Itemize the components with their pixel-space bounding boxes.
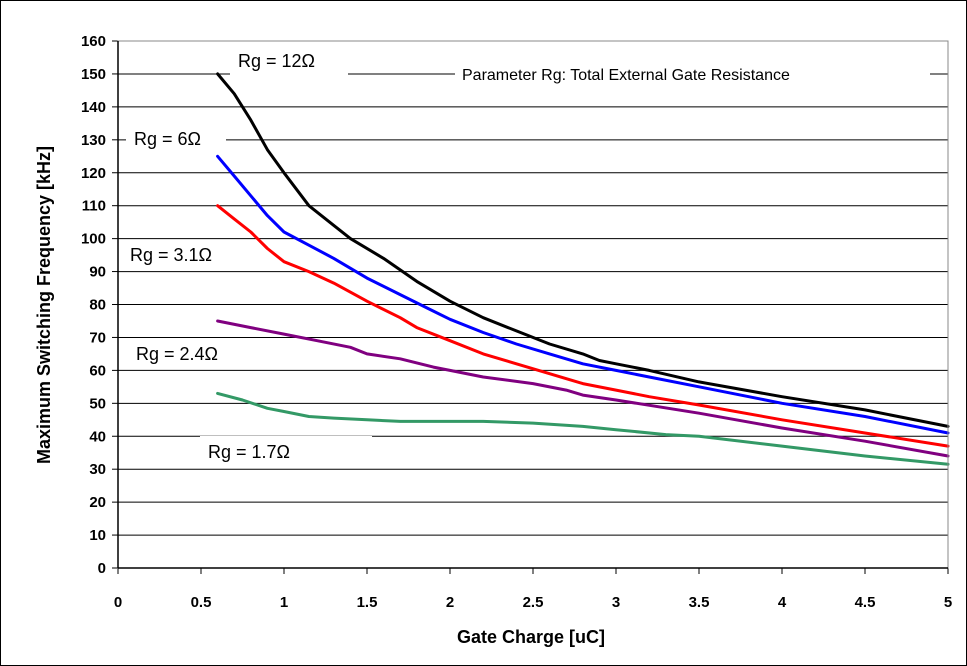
x-tick-label: 0.5 [191,594,212,611]
x-tick-label: 5 [944,594,952,611]
x-tick-label: 3.5 [689,594,710,611]
series-label-2: Rg = 3.1Ω [130,245,212,265]
y-tick-label: 50 [89,395,106,412]
y-tick-label: 40 [89,428,106,445]
series-label-4: Rg = 1.7Ω [208,442,290,462]
y-tick-label: 0 [98,560,106,577]
series-label-bg [126,125,226,153]
series-lines [216,72,950,466]
series-label-bg [128,339,258,369]
series-line-4 [216,391,950,466]
x-tick-label: 2.5 [523,594,544,611]
x-tick-label: 3 [612,594,620,611]
series-line-2 [216,204,950,448]
x-tick-label: 1.5 [357,594,378,611]
series-line-3 [216,319,950,458]
y-tick-label: 110 [82,198,106,215]
series-label-0: Rg = 12Ω [238,51,315,71]
y-tick-label: 20 [89,494,106,511]
series-label-1: Rg = 6Ω [134,129,201,149]
x-tick-label: 4.5 [855,594,876,611]
x-tick-label: 1 [280,594,288,611]
annotation-bg [455,61,930,87]
series-line-1 [216,154,950,435]
series-labels: Rg = 12Ω Rg = 6Ω Rg = 3.1Ω Rg = 2.4Ω Rg = 1.… [122,47,930,468]
x-tick-label: 0 [114,594,122,611]
y-axis-title: Maximum Switching Frequency [kHz] [34,146,54,464]
y-tick-label: 30 [89,461,106,478]
series-label-bg [122,240,252,270]
series-line-0 [216,72,950,428]
series-label-3: Rg = 2.4Ω [136,344,218,364]
y-tick-label: 100 [81,231,106,248]
parameter-annotation: Parameter Rg: Total External Gate Resist… [462,67,790,84]
y-tick-label: 120 [81,165,106,182]
x-tick-label: 2 [446,594,454,611]
series-label-bg [230,47,348,75]
y-tick-label: 60 [89,362,106,379]
axes [112,40,949,574]
gridlines [118,40,948,569]
y-tick-label: 10 [89,527,106,544]
y-tick-label: 140 [81,99,106,116]
x-axis-title: Gate Charge [uC] [457,627,605,647]
x-tick-label: 4 [778,594,787,611]
y-tick-label: 130 [81,132,106,149]
y-tick-label: 80 [89,297,106,314]
tick-labels: 0102030405060708090100110120130140150160… [81,33,952,611]
series-label-bg [200,436,372,468]
y-tick-label: 70 [89,329,106,346]
y-tick-label: 160 [81,33,106,50]
y-tick-label: 150 [81,66,106,83]
y-tick-label: 90 [89,264,106,281]
